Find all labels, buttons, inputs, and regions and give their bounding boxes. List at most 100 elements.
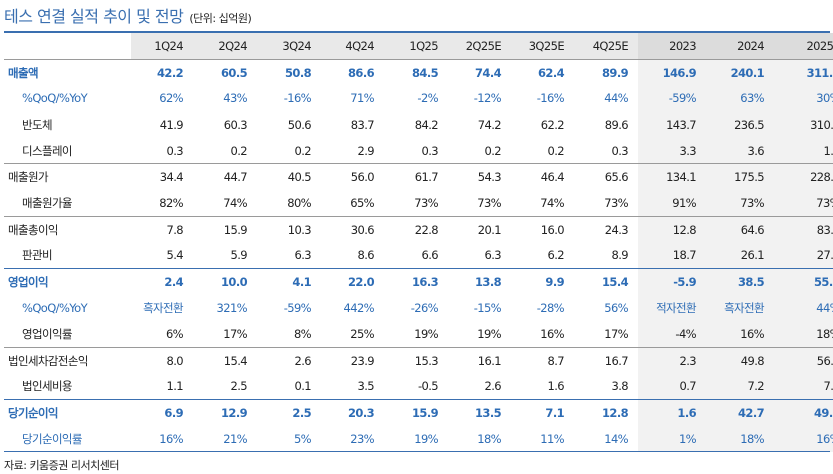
table-cell: 42.7 (706, 399, 774, 426)
header-row: 1Q24 2Q24 3Q24 4Q24 1Q25 2Q25E 3Q25E 4Q2… (4, 33, 833, 60)
table-cell: 63% (706, 85, 774, 112)
table-cell: 228.0 (774, 163, 833, 191)
table-cell: 175.5 (706, 163, 774, 191)
table-cell: 18.7 (638, 242, 706, 270)
gross-profit-row: 매출총이익 7.8 15.9 10.3 30.6 22.8 20.1 16.0 24.3 12.8… (4, 216, 833, 243)
table-cell: 74% (193, 190, 257, 217)
table-cell: 16% (706, 321, 774, 348)
table-cell: 62.4 (538, 65, 565, 80)
table-cell: 46.4 (540, 170, 565, 185)
table-cell: 60.5 (221, 65, 248, 80)
table-cell: 55.3 (774, 268, 833, 295)
table-cell: 40.5 (287, 170, 312, 185)
column-header: 2023 (638, 33, 706, 60)
op-growth-row: %QoQ/%YoY 흑자전환 321% -59% 442% -26% -15% -28% 56%… (4, 294, 833, 322)
table-cell: 15.9 (412, 405, 439, 420)
table-cell: 24.3 (604, 222, 629, 237)
row-label: 영업이익 (8, 275, 49, 290)
table-cell: 20.1 (477, 222, 502, 237)
table-cell: 4.1 (292, 275, 311, 290)
table-cell: 442% (343, 300, 375, 315)
table-cell: 62.2 (540, 117, 565, 132)
row-label: 디스플레이 (4, 137, 131, 165)
table-cell: 22.8 (414, 222, 439, 237)
table-cell: 83.7 (350, 117, 375, 132)
table-cell: 86.6 (348, 65, 375, 80)
table-cell: 71% (350, 91, 374, 106)
table-cell: 49.8 (706, 347, 774, 374)
table-cell: 5.4 (131, 242, 193, 270)
table-cell: 5% (293, 431, 312, 446)
title-row: 테스 연결 실적 추이 및 전망 (단위: 십억원) (4, 3, 252, 29)
table-cell: -28% (536, 300, 565, 315)
row-label: 당기순이익률 (22, 431, 82, 446)
table-cell: 143.7 (638, 111, 706, 138)
table-cell: 10.0 (221, 275, 248, 290)
table-cell: 6.9 (164, 405, 183, 420)
table-cell: 6.3 (257, 242, 321, 270)
table-cell: 12.8 (602, 405, 629, 420)
row-label: 판관비 (4, 242, 131, 270)
row-label: %QoQ/%YoY (22, 91, 88, 106)
table-cell: 19% (448, 321, 511, 348)
table-cell: 5.9 (193, 242, 257, 270)
table-cell: 0.3 (384, 137, 448, 165)
table-cell: 61.7 (414, 170, 439, 185)
table-cell: 16% (774, 425, 833, 452)
table-cell: 8.9 (574, 242, 638, 270)
table-cell: 7.2 (706, 373, 774, 401)
table-cell: 25% (321, 321, 384, 348)
table-cell: 15.4 (223, 353, 248, 368)
table-cell: 41.9 (159, 117, 184, 132)
table-cell: 8.0 (166, 353, 184, 368)
table-cell: 8.6 (321, 242, 384, 270)
table-cell: 15.4 (602, 275, 629, 290)
table-cell: 2.5 (193, 373, 257, 401)
table-cell: 12.8 (638, 216, 706, 243)
table-cell: 7.8 (166, 222, 184, 237)
table-cell: 22.0 (348, 275, 375, 290)
table-cell: -59% (283, 300, 312, 315)
table-cell: -26% (410, 300, 439, 315)
table-cell: 73% (706, 190, 774, 217)
table-cell: 9.9 (545, 275, 564, 290)
table-cell: 56.0 (350, 170, 375, 185)
earnings-table: 1Q24 2Q24 3Q24 4Q24 1Q25 2Q25E 3Q25E 4Q2… (4, 33, 833, 452)
table-cell: 2.5 (292, 405, 311, 420)
table-cell: 236.5 (706, 111, 774, 138)
column-header: 4Q24 (321, 33, 384, 60)
table-cell: 23.9 (350, 353, 375, 368)
table-cell: 1.0 (774, 137, 833, 165)
table-cell: -0.5 (384, 373, 448, 401)
table-cell: 146.9 (638, 59, 706, 86)
row-label: 매출원가율 (4, 190, 131, 217)
row-label: %QoQ/%YoY (22, 300, 88, 315)
row-label: 영업이익률 (4, 321, 131, 348)
table-cell: 73% (574, 190, 638, 217)
table-cell: 0.7 (638, 373, 706, 401)
table-cell: 65% (321, 190, 384, 217)
row-label: 매출원가 (8, 170, 49, 185)
table-cell: 1.6 (638, 399, 706, 426)
table-cell: 18% (774, 321, 833, 348)
table-cell: 16.1 (477, 353, 502, 368)
table-cell: 27.9 (774, 242, 833, 270)
source-note: 자료: 키움증권 리서치센터 (4, 459, 120, 472)
table-cell: 44% (604, 91, 628, 106)
table-cell: 6.2 (511, 242, 574, 270)
column-header: 1Q25 (384, 33, 448, 60)
table-cell: 91% (638, 190, 706, 217)
table-cell: 0.3 (131, 137, 193, 165)
table-cell: 49.3 (774, 399, 833, 426)
table-cell: 310.2 (774, 111, 833, 138)
table-cell: 240.1 (706, 59, 774, 86)
table-cell: 15.9 (223, 222, 248, 237)
table-cell: 74.2 (477, 117, 502, 132)
table-cell: 30% (774, 85, 833, 112)
table-cell: 16.3 (412, 275, 439, 290)
table-cell: 30.6 (350, 222, 375, 237)
table-cell: 321% (216, 300, 248, 315)
table-cell: 16.7 (604, 353, 629, 368)
